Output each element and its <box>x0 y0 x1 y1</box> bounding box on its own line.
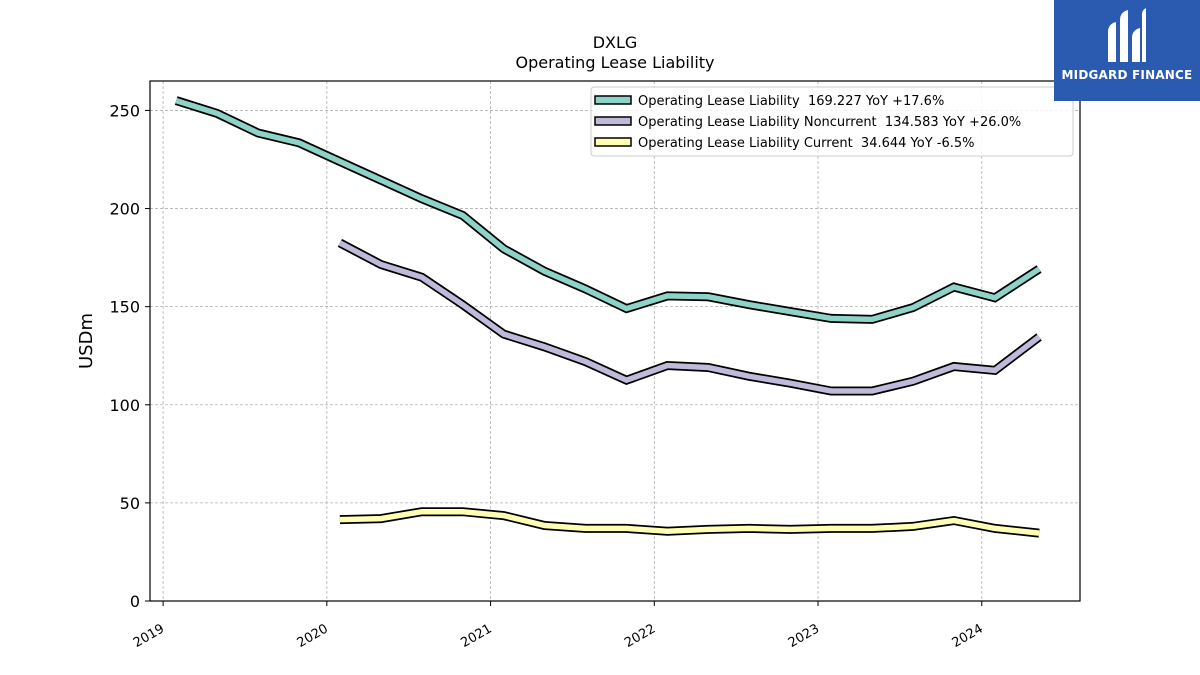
x-tick-label: 2022 <box>622 621 658 651</box>
legend-box <box>590 86 1074 157</box>
axis-ticks: 0 50 100 150 200 250 2019 2020 2021 2022 2023 2024 <box>109 101 985 651</box>
plot-frame <box>149 80 1081 602</box>
x-tick-label: 2024 <box>950 621 986 651</box>
series-line-2 <box>337 238 1042 396</box>
y-tick-label: 50 <box>120 494 140 513</box>
brand-logo: MIDGARD FINANCE <box>1054 0 1200 101</box>
series-layer <box>174 96 1042 538</box>
x-tick-label: 2023 <box>786 621 822 651</box>
logo-mark-icon <box>1108 8 1146 62</box>
legend-swatch <box>594 116 632 126</box>
y-tick-label: 250 <box>109 101 140 120</box>
legend-entry: Operating Lease Liability 169.227 YoY +1… <box>638 94 944 109</box>
chart-title: DXLG <box>593 33 638 52</box>
series-path <box>175 97 1041 323</box>
y-tick-label: 100 <box>109 396 140 415</box>
x-tick-label: 2021 <box>458 621 494 651</box>
logo-text: MIDGARD FINANCE <box>1061 68 1193 82</box>
series-line-3 <box>339 507 1040 538</box>
y-tick-label: 200 <box>109 200 140 219</box>
legend-swatch <box>594 137 632 147</box>
y-axis-label: USDm <box>76 313 97 369</box>
y-tick-label: 0 <box>130 592 140 611</box>
series-path <box>338 240 1041 394</box>
legend-swatch <box>594 95 632 105</box>
x-tick-label: 2019 <box>131 621 167 651</box>
x-tick-label: 2020 <box>295 621 331 651</box>
legend: Operating Lease Liability 169.227 YoY +1… <box>590 86 1074 157</box>
legend-entry: Operating Lease Liability Current 34.644… <box>638 136 975 151</box>
legend-entry: Operating Lease Liability Noncurrent 134… <box>638 115 1021 130</box>
chart-subtitle: Operating Lease Liability <box>515 53 714 72</box>
series-path <box>339 508 1040 536</box>
series-line-1 <box>174 96 1042 324</box>
y-tick-label: 150 <box>109 298 140 317</box>
